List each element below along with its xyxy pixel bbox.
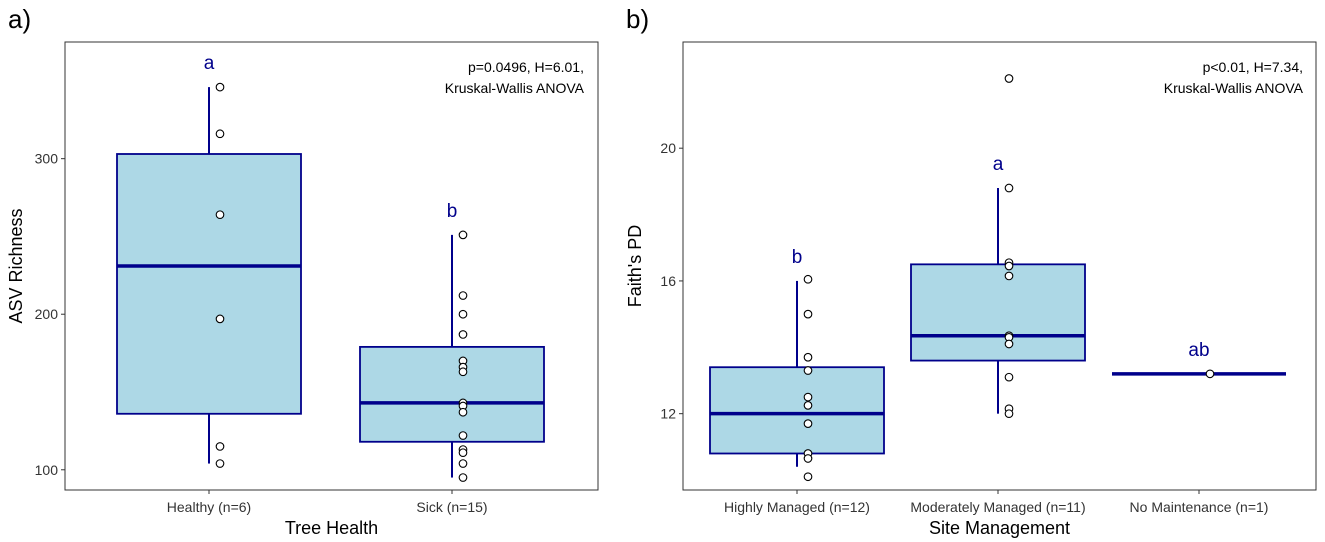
box-group: Highly Managed (n=12) b xyxy=(709,247,885,515)
data-point xyxy=(215,442,225,451)
data-point xyxy=(215,210,225,220)
y-tick-label: 100 xyxy=(35,462,59,478)
box-group: Moderately Managed (n=11) a xyxy=(910,74,1086,515)
data-point xyxy=(803,392,813,402)
data-point xyxy=(215,82,225,92)
significance-letter: ab xyxy=(1188,340,1209,361)
y-tick-label: 300 xyxy=(35,151,59,167)
data-point xyxy=(1205,369,1215,379)
data-point xyxy=(1004,261,1014,271)
data-point xyxy=(803,352,813,362)
panel-label: a) xyxy=(8,4,31,34)
x-axis-title: Tree Health xyxy=(285,518,378,538)
data-point xyxy=(458,459,468,468)
panel-label: b) xyxy=(626,4,649,34)
x-tick-label: Sick (n=15) xyxy=(416,499,487,515)
data-point xyxy=(803,309,813,319)
y-tick-label: 200 xyxy=(35,306,59,322)
box-group: Healthy (n=6) a xyxy=(116,53,302,515)
significance-letter: b xyxy=(447,201,458,222)
panel-b: b) 12 16 20 Faith's PD Site Management p<0.01,… xyxy=(625,4,1317,538)
data-point xyxy=(458,431,468,440)
data-point xyxy=(215,459,225,468)
x-tick-label: Healthy (n=6) xyxy=(167,499,251,515)
data-point xyxy=(458,367,468,377)
y-axis-title: ASV Richness xyxy=(6,208,26,323)
data-point xyxy=(803,472,813,482)
data-point xyxy=(458,407,468,417)
data-point xyxy=(803,401,813,410)
x-tick-label: Highly Managed (n=12) xyxy=(724,499,870,515)
stat-annotation: Kruskal-Wallis ANOVA xyxy=(1164,80,1304,96)
significance-letter: a xyxy=(204,53,215,74)
data-point xyxy=(1004,339,1014,349)
box xyxy=(359,345,545,443)
significance-letter: b xyxy=(792,247,803,268)
panel-a: a) 100 200 300 ASV Richness Tree Health p=0.04… xyxy=(6,4,599,538)
y-axis-title: Faith's PD xyxy=(625,225,645,307)
box-group: No Maintenance (n=1) ab xyxy=(1112,340,1286,515)
data-point xyxy=(1004,271,1014,281)
y-tick-label: 20 xyxy=(660,140,676,156)
x-axis-title: Site Management xyxy=(929,518,1070,538)
significance-letter: a xyxy=(993,154,1004,175)
data-point xyxy=(1004,409,1014,419)
box xyxy=(910,263,1086,362)
data-point xyxy=(458,448,468,458)
data-point xyxy=(1004,372,1014,382)
box-group: Sick (n=15) b xyxy=(359,201,545,515)
data-point xyxy=(458,291,468,300)
data-point xyxy=(803,419,813,428)
x-tick-label: Moderately Managed (n=11) xyxy=(910,499,1085,515)
data-point xyxy=(458,230,468,240)
data-point xyxy=(803,454,813,463)
data-point xyxy=(803,366,813,375)
data-point xyxy=(215,314,225,324)
data-point xyxy=(803,274,813,284)
y-tick-label: 16 xyxy=(660,273,676,289)
x-tick-label: No Maintenance (n=1) xyxy=(1130,499,1269,515)
data-point xyxy=(215,129,225,139)
box xyxy=(116,153,302,415)
stat-annotation: Kruskal-Wallis ANOVA xyxy=(445,80,585,96)
data-point xyxy=(1004,183,1014,193)
data-point xyxy=(1004,74,1014,83)
stat-annotation: p=0.0496, H=6.01, xyxy=(468,59,584,75)
data-point xyxy=(458,330,468,339)
stat-annotation: p<0.01, H=7.34, xyxy=(1203,59,1303,75)
data-point xyxy=(458,309,468,319)
box xyxy=(709,366,885,455)
data-point xyxy=(458,473,468,482)
y-tick-label: 12 xyxy=(660,406,676,422)
